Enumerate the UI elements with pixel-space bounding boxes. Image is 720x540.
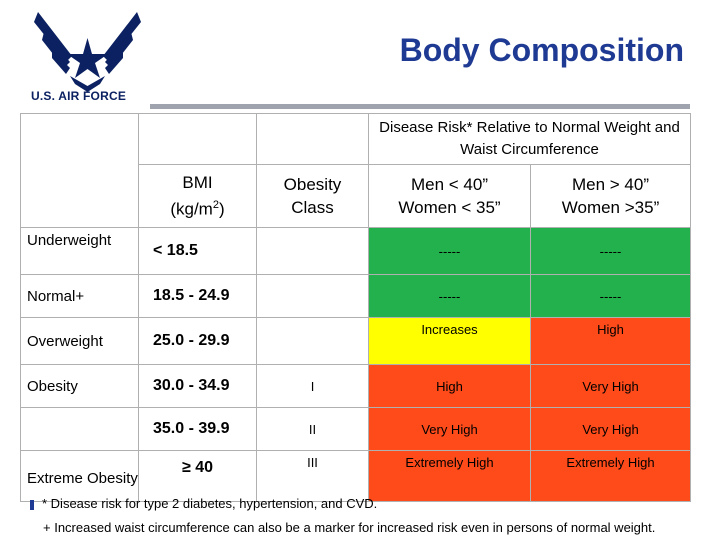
header-blank-class xyxy=(256,113,369,165)
bmi-range: 18.5 - 24.9 xyxy=(138,274,257,318)
risk-low-waist: Increases xyxy=(368,317,531,365)
table-row-extreme-obesity: Extreme Obesity ≥ 40 III Extremely High … xyxy=(20,450,691,502)
class-header-line1: Obesity xyxy=(283,175,342,194)
risk-high-waist: Extremely High xyxy=(530,450,691,502)
bmi-range: 25.0 - 29.9 xyxy=(138,317,257,365)
women-low-header: Women < 35” xyxy=(398,198,501,217)
bmi-range: ≥ 40 xyxy=(138,450,257,502)
risk-high-waist: Very High xyxy=(530,407,691,451)
risk-low-waist: ----- xyxy=(368,227,531,275)
risk-high-waist: ----- xyxy=(530,227,691,275)
row-label: Underweight xyxy=(20,227,139,275)
bmi-range: 30.0 - 34.9 xyxy=(138,364,257,408)
risk-high-waist: ----- xyxy=(530,274,691,318)
bmi-header-line1: BMI xyxy=(182,173,213,193)
table-row-obesity-2: 35.0 - 39.9 II Very High Very High xyxy=(20,407,691,451)
obesity-class xyxy=(256,317,369,365)
disease-risk-header: Disease Risk* Relative to Normal Weight … xyxy=(368,113,691,165)
row-label: Normal+ xyxy=(20,274,139,318)
men-high-header: Men > 40” xyxy=(571,175,649,194)
bmi-range: 35.0 - 39.9 xyxy=(138,407,257,451)
bmi-header-line2: (kg/m2) xyxy=(170,199,225,219)
bmi-risk-table: Disease Risk* Relative to Normal Weight … xyxy=(20,113,691,502)
header-blank-bmi xyxy=(138,113,257,165)
men-low-header: Men < 40” xyxy=(410,175,488,194)
row-label xyxy=(20,407,139,451)
obesity-class: I xyxy=(256,364,369,408)
page-title: Body Composition xyxy=(399,32,684,68)
risk-low-waist: Very High xyxy=(368,407,531,451)
bmi-range: < 18.5 xyxy=(138,227,257,275)
footnote-text: * Disease risk for type 2 diabetes, hype… xyxy=(42,496,378,511)
bmi-column-header: BMI (kg/m2) xyxy=(138,164,257,228)
table-row-obesity-1: Obesity 30.0 - 34.9 I High Very High xyxy=(20,364,691,408)
obesity-class xyxy=(256,227,369,275)
table-row-overweight: Overweight 25.0 - 29.9 Increases High xyxy=(20,317,691,365)
obesity-class: II xyxy=(256,407,369,451)
obesity-class xyxy=(256,274,369,318)
row-label: Overweight xyxy=(20,317,139,365)
table-row-underweight: Underweight < 18.5 ----- ----- xyxy=(20,227,691,275)
footnote-disease-risk: * Disease risk for type 2 diabetes, hype… xyxy=(30,496,377,511)
obesity-class: III xyxy=(256,450,369,502)
high-waist-column-header: Men > 40” Women >35” xyxy=(530,164,691,228)
table-row-normal: Normal+ 18.5 - 24.9 ----- ----- xyxy=(20,274,691,318)
risk-high-waist: Very High xyxy=(530,364,691,408)
risk-low-waist: High xyxy=(368,364,531,408)
women-high-header: Women >35” xyxy=(561,198,660,217)
class-header-line2: Class xyxy=(291,198,334,217)
obesity-class-column-header: Obesity Class xyxy=(256,164,369,228)
header-divider xyxy=(150,104,690,109)
corner-cell xyxy=(20,113,139,228)
bullet-icon xyxy=(30,499,34,510)
footnote-waist: + Increased waist circumference can also… xyxy=(43,520,656,535)
air-force-logo-icon xyxy=(34,12,141,92)
logo-wordmark: U.S. AIR FORCE xyxy=(31,89,127,103)
low-waist-column-header: Men < 40” Women < 35” xyxy=(368,164,531,228)
row-label: Obesity xyxy=(20,364,139,408)
row-label: Extreme Obesity xyxy=(20,450,139,502)
risk-low-waist: ----- xyxy=(368,274,531,318)
risk-low-waist: Extremely High xyxy=(368,450,531,502)
risk-high-waist: High xyxy=(530,317,691,365)
